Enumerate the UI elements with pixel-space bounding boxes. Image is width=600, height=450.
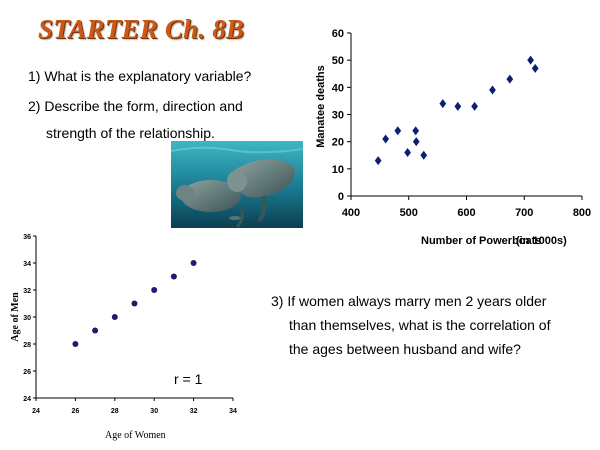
x-tick-label: 400 — [342, 207, 360, 219]
y-tick-label: 24 — [23, 396, 31, 403]
age-scatter-chart: 24 26 28 30 32 34 24 26 28 30 32 34 36 Age of Women… — [10, 234, 237, 441]
x-tick-label: 800 — [573, 207, 591, 219]
data-point-diamond — [527, 55, 534, 65]
question-2-line-1: 2) Describe the form, direction and — [28, 98, 243, 114]
data-point-diamond — [404, 148, 411, 158]
y-tick-label: 0 — [338, 191, 344, 203]
data-point-diamond — [489, 85, 496, 95]
x-tick-label: 600 — [457, 207, 475, 219]
question-3-line-3: the ages between husband and wife? — [289, 341, 521, 357]
data-point-circle — [131, 300, 138, 307]
slide-title: STARTER Ch. 8B — [38, 14, 245, 44]
x-axis-ticks: 400 500 600 700 800 — [342, 196, 591, 219]
y-tick-label: 32 — [23, 288, 31, 295]
data-points — [72, 260, 197, 347]
x-axis-unit: (in 1000s) — [516, 235, 567, 247]
data-point-diamond — [454, 101, 462, 111]
data-point-diamond — [531, 63, 539, 73]
x-tick-label: 34 — [229, 408, 237, 415]
question-3-line-2: than themselves, what is the correlation… — [289, 317, 551, 333]
y-tick-label: 26 — [23, 369, 31, 376]
y-tick-label: 60 — [332, 28, 344, 40]
data-points — [374, 55, 539, 166]
y-axis-label: Manatee deaths — [315, 65, 327, 148]
data-point-circle — [151, 287, 158, 293]
data-point-circle — [72, 341, 79, 347]
x-axis-label: Age of Women — [105, 430, 166, 441]
x-tick-label: 26 — [72, 408, 80, 415]
data-point-diamond — [394, 126, 402, 136]
question-2-line-2: strength of the relationship. — [46, 125, 215, 141]
data-point-circle — [190, 260, 197, 266]
x-tick-label: 32 — [190, 408, 198, 415]
y-tick-label: 28 — [23, 342, 31, 349]
y-tick-label: 10 — [332, 164, 344, 176]
y-axis-ticks: 0 10 20 30 40 50 60 — [332, 28, 351, 203]
y-axis-ticks: 24 26 28 30 32 34 36 — [23, 234, 36, 403]
data-point-diamond — [412, 137, 420, 147]
manatee-photo — [171, 141, 303, 228]
data-point-circle — [170, 273, 177, 280]
y-tick-label: 40 — [332, 82, 344, 94]
question-3-line-1: 3) If women always marry men 2 years old… — [271, 293, 547, 309]
y-tick-label: 30 — [332, 110, 344, 122]
x-axis-ticks: 24 26 28 30 32 34 — [32, 398, 237, 415]
data-point-diamond — [420, 150, 428, 160]
x-axis-label: Number of Powerboats — [421, 235, 541, 247]
data-point-diamond — [382, 134, 390, 144]
data-point-diamond — [506, 74, 514, 84]
x-tick-label: 700 — [515, 207, 533, 219]
data-point-circle — [111, 314, 118, 320]
data-point-diamond — [471, 101, 478, 111]
data-point-diamond — [439, 99, 447, 109]
x-tick-label: 24 — [32, 408, 40, 415]
y-tick-label: 30 — [23, 315, 31, 322]
data-point-diamond — [374, 156, 382, 166]
manatee-scatter-chart: 400 500 600 700 800 0 10 20 30 40 50 60 Number of … — [315, 28, 591, 247]
y-tick-label: 36 — [23, 234, 31, 241]
x-tick-label: 30 — [150, 408, 158, 415]
y-tick-label: 20 — [332, 137, 344, 149]
x-tick-label: 500 — [400, 207, 418, 219]
data-point-diamond — [412, 126, 420, 136]
y-tick-label: 50 — [332, 55, 344, 67]
data-point-circle — [92, 327, 99, 334]
y-axis-label: Age of Men — [10, 292, 21, 342]
question-1: 1) What is the explanatory variable? — [28, 68, 252, 84]
correlation-annotation: r = 1 — [174, 371, 203, 387]
x-tick-label: 28 — [111, 408, 119, 415]
y-tick-label: 34 — [23, 261, 31, 268]
